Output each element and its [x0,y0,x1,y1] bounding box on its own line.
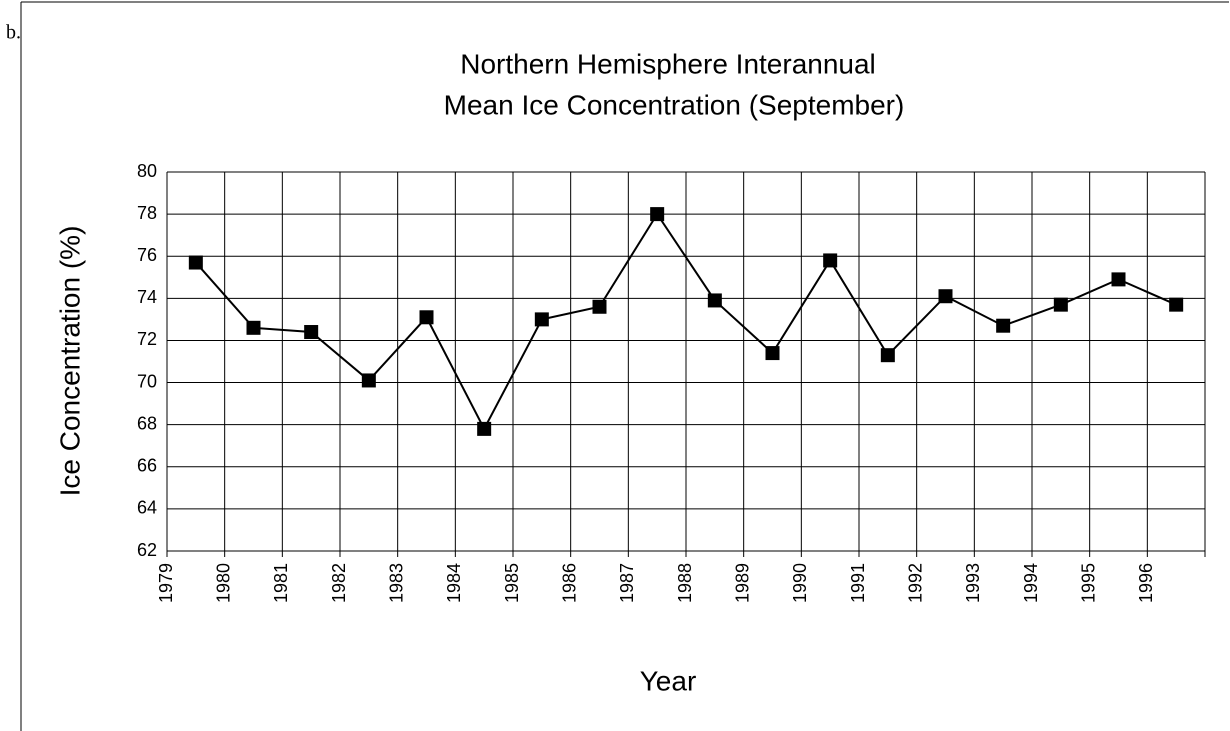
x-tick-label: 1987 [617,563,637,603]
data-point [650,207,665,222]
data-point [1053,297,1068,312]
data-point [188,255,203,270]
y-tick-label: 62 [137,540,157,560]
data-point [1111,272,1126,287]
x-axis-label: Year [640,665,697,696]
data-point [765,346,780,361]
x-tick-label: 1984 [444,563,464,603]
data-point [246,320,261,335]
x-tick-label: 1981 [271,563,291,603]
x-tick-label: 1996 [1136,563,1156,603]
data-line [195,212,1177,432]
y-tick-label: 70 [137,371,157,391]
x-tick-label: 1993 [963,563,983,603]
data-point [1169,297,1184,312]
y-axis-label: Ice Concentration (%) [54,226,85,497]
y-tick-label: 64 [137,498,157,518]
x-tick-label: 1979 [156,563,176,603]
x-tick-label: 1983 [386,563,406,603]
x-tick-label: 1992 [905,563,925,603]
x-tick-label: 1980 [213,563,233,603]
y-tick-label: 80 [137,161,157,181]
data-point [880,348,895,363]
data-point [823,253,838,268]
data-point [707,293,722,308]
y-tick-label: 78 [137,203,157,223]
data-point [996,318,1011,333]
x-tick-label: 1990 [790,563,810,603]
x-tick-label: 1989 [732,563,752,603]
x-tick-label: 1994 [1021,563,1041,603]
chart-title: Mean Ice Concentration (September) [444,89,905,120]
x-tick-label: 1988 [675,563,695,603]
y-tick-label: 68 [137,413,157,433]
y-tick-label: 72 [137,329,157,349]
y-tick-label: 66 [137,456,157,476]
chart-title: Northern Hemisphere Interannual [460,48,876,79]
x-tick-label: 1991 [848,563,868,603]
y-tick-label: 74 [137,287,157,307]
data-point [361,373,376,388]
data-point [534,312,549,327]
data-point [477,421,492,436]
x-tick-label: 1982 [329,563,349,603]
x-tick-label: 1986 [559,563,579,603]
x-tick-label: 1985 [502,563,522,603]
data-point [592,299,607,314]
y-tick-label: 76 [137,245,157,265]
data-point [938,289,953,304]
x-tick-label: 1995 [1078,563,1098,603]
data-point [419,310,434,325]
data-point [304,325,319,340]
panel-label: b. [6,22,21,44]
